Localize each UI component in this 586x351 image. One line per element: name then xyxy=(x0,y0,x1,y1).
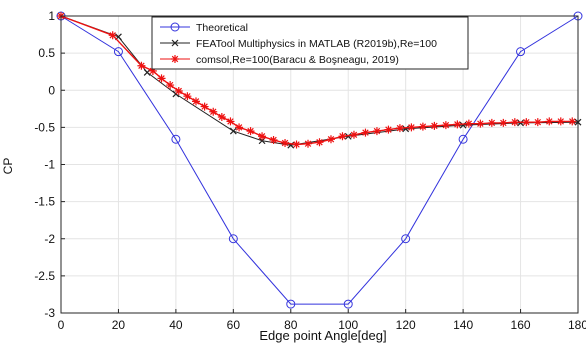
data-point-star xyxy=(157,74,166,83)
data-point-star xyxy=(326,135,335,144)
tick-labels: 0 20 40 60 80 100 120 140 160 180 1 0.5 0 -0.5 -1 -1.5 -… xyxy=(34,9,586,332)
data-point-star xyxy=(191,97,200,106)
x-tick-label: 80 xyxy=(284,318,298,332)
data-point-star xyxy=(545,117,554,126)
data-point-star xyxy=(430,121,439,130)
x-tick-label: 20 xyxy=(112,318,126,332)
y-tick-label: -2 xyxy=(44,232,55,246)
data-point-star xyxy=(361,128,370,137)
series-line xyxy=(60,15,579,305)
x-tick-label: 0 xyxy=(58,318,65,332)
series-2 xyxy=(57,12,577,149)
data-point-star xyxy=(522,118,531,127)
data-point-star xyxy=(533,118,542,127)
data-point-circle xyxy=(516,47,526,57)
data-point-star xyxy=(226,117,235,126)
y-tick-label: 0 xyxy=(48,83,55,97)
y-tick-label: -2.5 xyxy=(34,269,55,283)
data-point-star xyxy=(304,139,313,148)
data-point-circle xyxy=(343,299,353,309)
data-point-star xyxy=(510,118,519,127)
x-tick-label: 100 xyxy=(338,318,358,332)
data-point-star xyxy=(137,61,146,70)
x-tick-label: 60 xyxy=(227,318,241,332)
data-point-star xyxy=(372,127,381,136)
data-point-star xyxy=(246,127,255,136)
y-axis-label: CP xyxy=(1,158,15,175)
data-point-star xyxy=(258,132,267,141)
data-point-star xyxy=(166,81,175,90)
data-point-star xyxy=(499,118,508,127)
data-point-circle xyxy=(401,234,411,244)
y-tick-label: -1 xyxy=(44,158,55,172)
data-point-star xyxy=(315,138,324,147)
data-point-circle xyxy=(286,299,296,309)
data-point-star xyxy=(209,107,218,116)
x-tick-label: 120 xyxy=(396,318,416,332)
series-0 xyxy=(56,11,583,309)
data-point-circle xyxy=(458,134,468,144)
data-point-star xyxy=(171,55,179,63)
data-point-circle xyxy=(171,134,181,144)
y-tick-label: 1 xyxy=(48,9,55,23)
x-axis-label: Edge point Angle[deg] xyxy=(259,328,386,343)
legend-label: comsol,Re=100(Baracu & Boşneagu, 2019) xyxy=(196,54,399,66)
x-tick-label: 160 xyxy=(511,318,531,332)
data-point-cross xyxy=(517,119,524,127)
legend-label: Theoretical xyxy=(196,22,248,34)
data-point-star xyxy=(453,120,462,129)
legend: Theoretical FEATool Multiphysics in MATLA… xyxy=(151,16,469,70)
y-tick-label: -1.5 xyxy=(34,195,55,209)
data-point-star xyxy=(217,112,226,121)
x-tick-label: 180 xyxy=(568,318,586,332)
legend-box xyxy=(151,16,469,70)
data-point-star xyxy=(148,66,157,75)
x-tick-label: 140 xyxy=(453,318,473,332)
data-point-star xyxy=(338,132,347,141)
data-point-star xyxy=(487,118,496,127)
x-tick-label: 40 xyxy=(169,318,183,332)
data-point-star xyxy=(407,123,416,132)
data-point-star xyxy=(235,123,244,132)
data-point-star xyxy=(349,130,358,139)
y-tick-label: -3 xyxy=(44,306,55,320)
data-point-star xyxy=(395,124,404,133)
data-point-star xyxy=(183,92,192,101)
data-point-cross xyxy=(229,127,237,135)
data-point-star xyxy=(200,102,209,111)
data-point-star xyxy=(464,119,473,128)
data-point-star xyxy=(476,119,485,128)
data-point-star xyxy=(281,138,290,147)
data-point-star xyxy=(556,117,565,126)
data-point-star xyxy=(269,135,278,144)
data-point-circle xyxy=(113,47,123,57)
data-point-star xyxy=(568,117,577,126)
data-point-star xyxy=(418,122,427,131)
data-point-star xyxy=(292,140,301,149)
legend-label: FEATool Multiphysics in MATLAB (R2019b),… xyxy=(196,38,437,50)
data-point-circle xyxy=(228,234,238,244)
data-point-cross xyxy=(171,39,179,47)
data-point-circle xyxy=(170,22,180,32)
data-point-star xyxy=(108,31,117,40)
data-point-star xyxy=(384,125,393,134)
series-layer xyxy=(56,11,583,309)
data-point-star xyxy=(174,86,183,95)
data-point-star xyxy=(441,121,450,130)
y-tick-label: -0.5 xyxy=(34,120,55,134)
y-tick-label: 0.5 xyxy=(38,46,55,60)
